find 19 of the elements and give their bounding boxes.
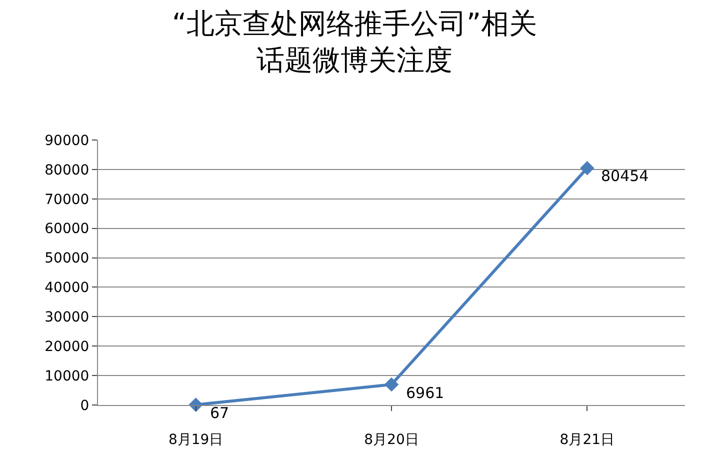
y-tick-label: 80000: [44, 162, 90, 178]
chart-title: “北京查处网络推手公司”相关话题微博关注度: [172, 7, 538, 77]
x-tick-label: 8月20日: [364, 432, 419, 448]
point: [384, 377, 399, 392]
y-tick-label: 60000: [44, 221, 90, 238]
x-tick-label: 8月21日: [560, 432, 615, 448]
data-label: 80454: [601, 167, 649, 185]
y-tick-label: 70000: [44, 192, 90, 208]
y-tick-label: 20000: [44, 339, 90, 356]
x-tick-label: 8月19日: [168, 432, 224, 448]
y-tick-label: 50000: [44, 250, 90, 267]
y-tick-label: 90000: [44, 132, 90, 149]
y-tick-label: 40000: [44, 280, 90, 296]
data-label: 6961: [406, 384, 444, 402]
y-tick-label: 10000: [44, 368, 90, 384]
y-tick-label: 30000: [44, 310, 90, 326]
point: [580, 160, 594, 176]
y-tick-label: 0: [80, 398, 90, 414]
data-label: 67: [210, 404, 230, 422]
